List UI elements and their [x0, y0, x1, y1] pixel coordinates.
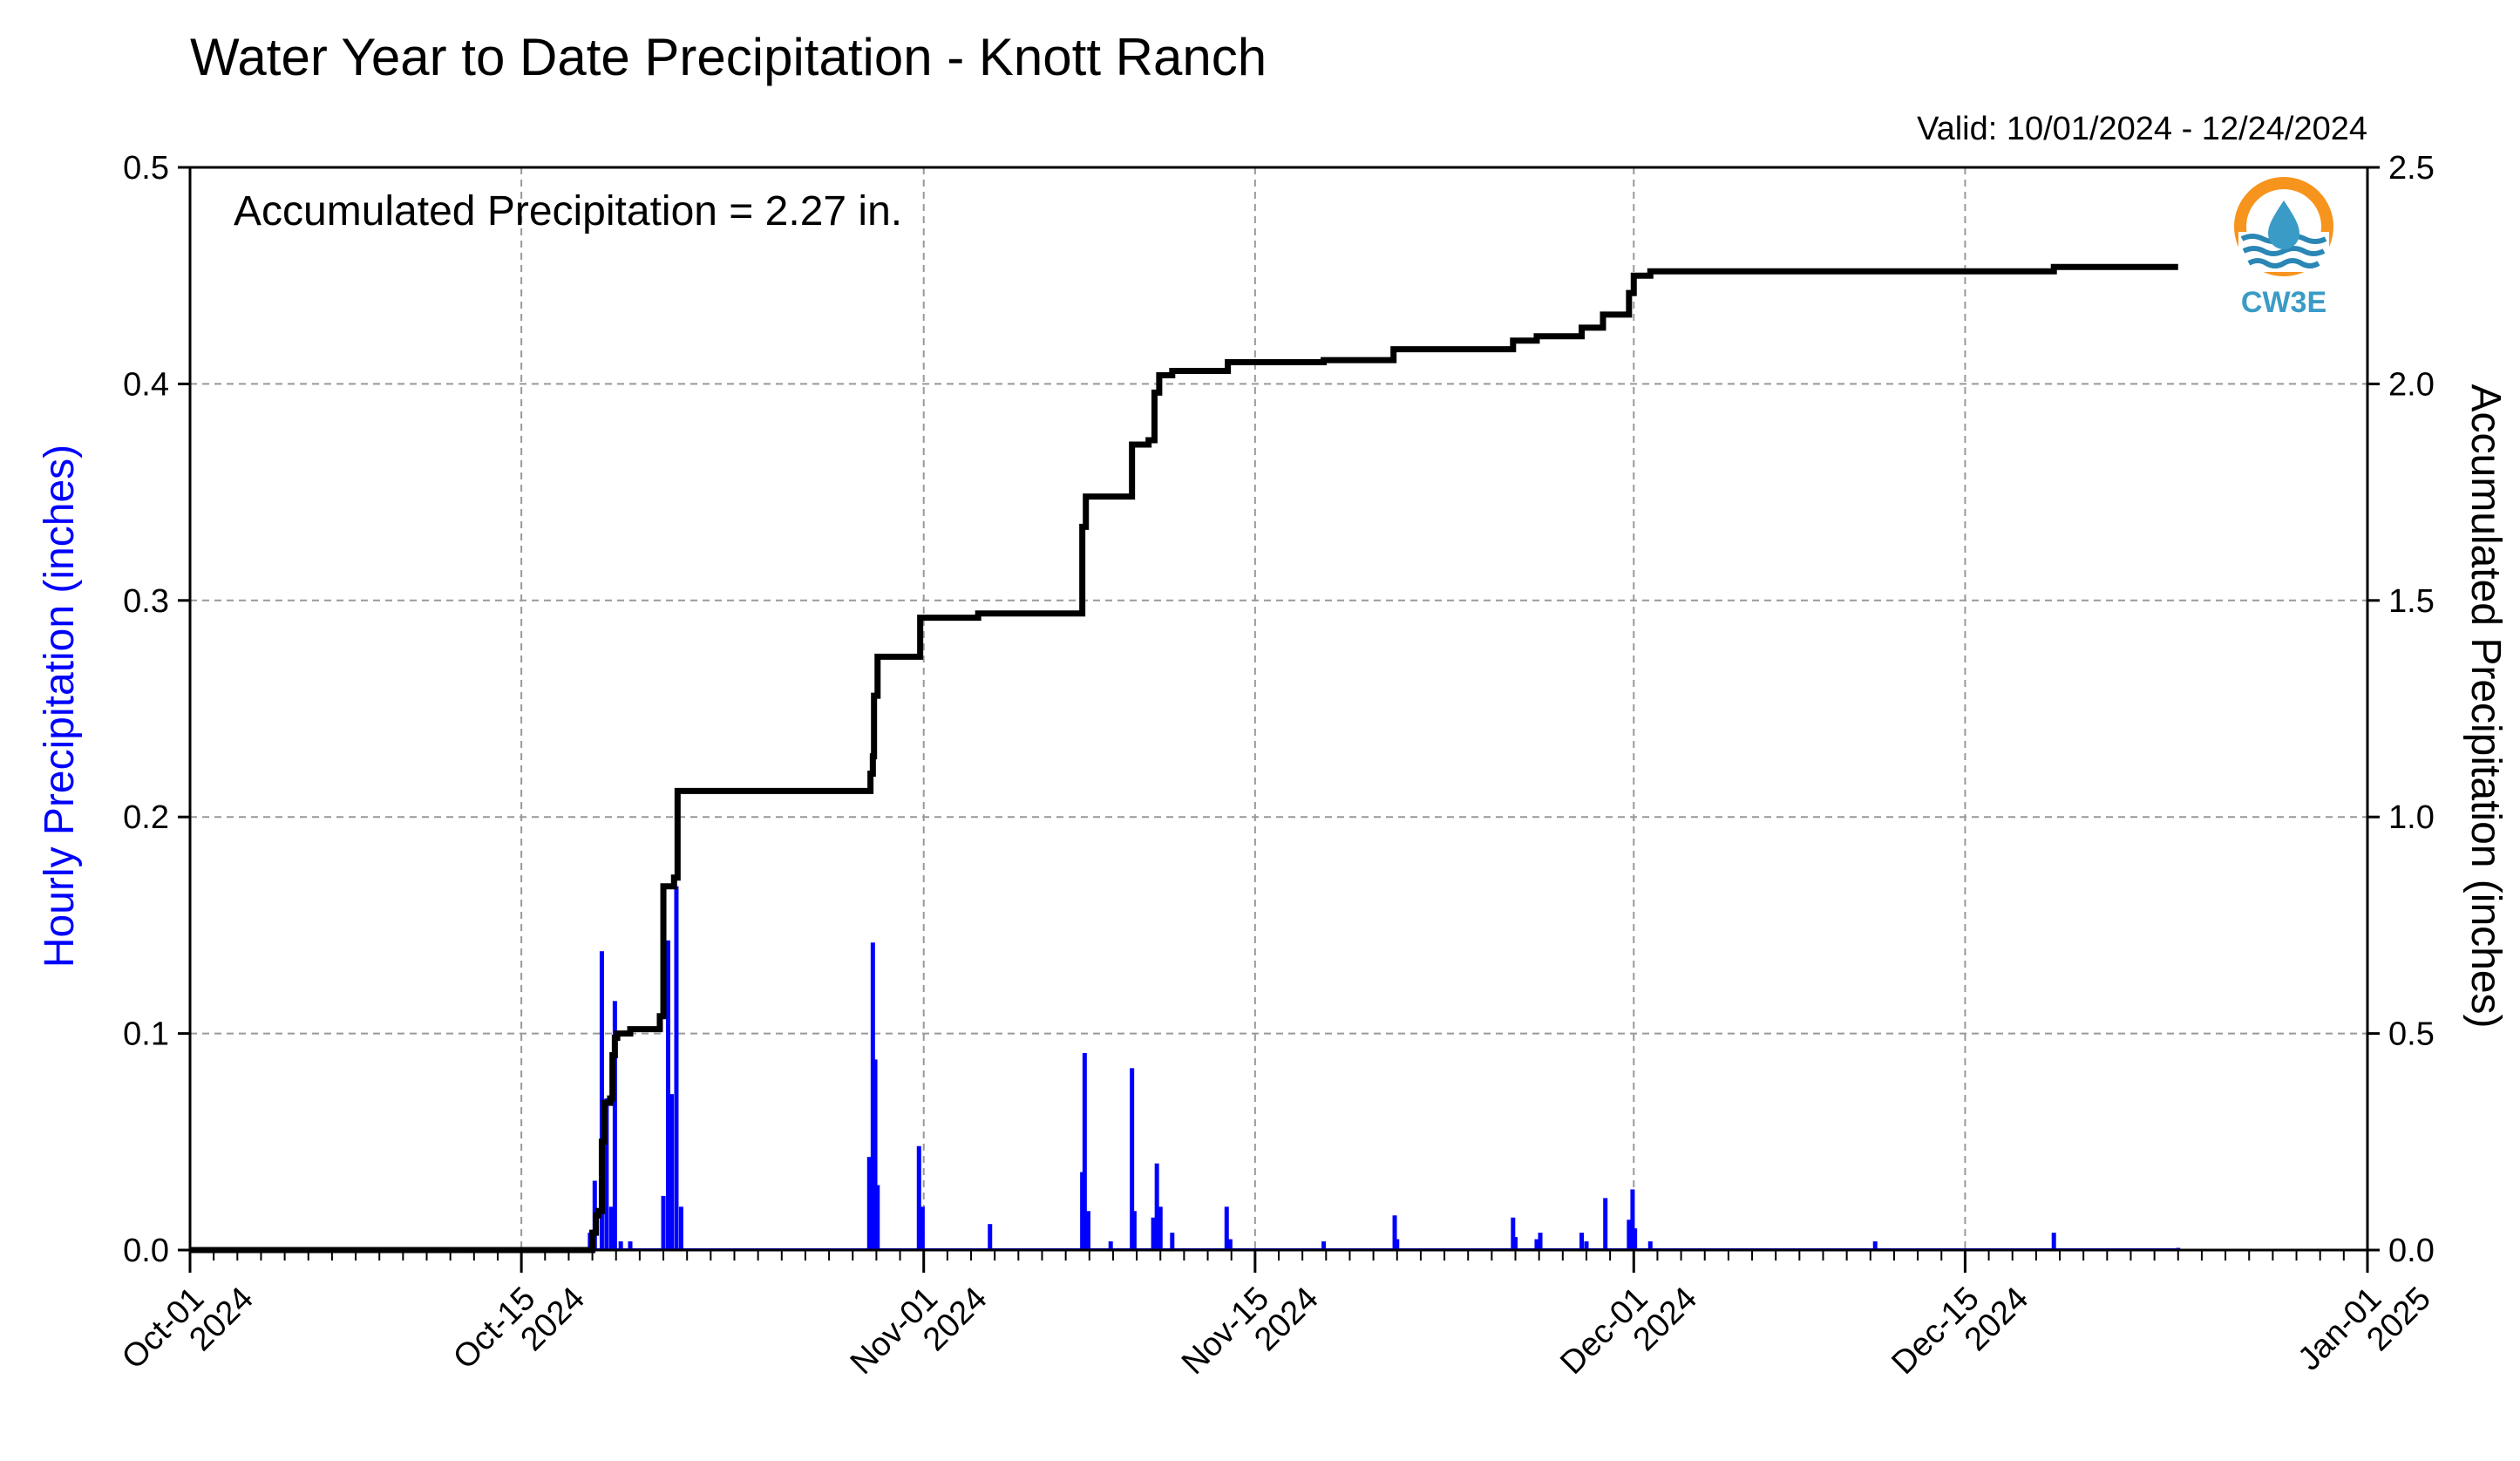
precip-bar — [1151, 1217, 1156, 1250]
precip-bar — [866, 1157, 872, 1250]
grid-lines — [190, 167, 2367, 1250]
precip-bar — [661, 1195, 666, 1250]
left-tick-label: 0.4 — [123, 366, 169, 403]
precip-bar — [665, 940, 670, 1250]
precip-bar — [875, 1185, 880, 1250]
precip-bar — [608, 1206, 614, 1250]
cw3e-logo: CW3E — [2234, 177, 2333, 319]
precip-bar — [1108, 1241, 1113, 1250]
left-tick-label: 0.1 — [123, 1016, 169, 1053]
accumulated-line — [190, 263, 2178, 1254]
precip-bar — [612, 1001, 617, 1250]
precip-bar — [1630, 1189, 1635, 1250]
precip-bar — [1627, 1220, 1632, 1250]
precip-bar — [1603, 1198, 1608, 1250]
right-tick-label: 1.5 — [2388, 583, 2435, 620]
chart-title: Water Year to Date Precipitation - Knott… — [190, 28, 1267, 86]
precip-bar — [1579, 1233, 1585, 1250]
precip-bar — [1224, 1206, 1229, 1250]
precip-bar — [920, 1206, 925, 1250]
accumulated-precip-line — [190, 263, 2178, 1254]
precip-bar — [916, 1145, 921, 1250]
precip-bar — [873, 1059, 878, 1250]
left-tick-label: 0.5 — [123, 150, 169, 187]
x-tick-label: Nov-012024 — [844, 1255, 995, 1406]
right-tick-label: 2.5 — [2388, 150, 2435, 187]
precip-bar — [674, 886, 679, 1250]
precip-bar — [628, 1241, 633, 1250]
right-y-axis-label: Accumulated Precipitation (inches) — [2462, 384, 2509, 1028]
axis-ticks: 0.0 0.1 0.2 0.3 0.4 0.5 0.0 0.5 1.0 1.5 2.0 2.5 Oct-… — [115, 150, 2438, 1406]
precip-bar — [1085, 1211, 1090, 1250]
precip-bar — [1872, 1241, 1878, 1250]
x-tick-label: Jan-012025 — [2291, 1255, 2437, 1402]
precip-bar — [1130, 1068, 1135, 1250]
right-tick-label: 2.0 — [2388, 366, 2435, 403]
left-tick-label: 0.0 — [123, 1233, 169, 1269]
precip-bar — [604, 1098, 609, 1250]
precip-bar — [870, 942, 875, 1250]
x-tick-label: Nov-152024 — [1175, 1255, 1326, 1406]
precip-bar — [1082, 1052, 1087, 1250]
precip-bar — [2051, 1233, 2056, 1250]
precip-bar — [1392, 1215, 1397, 1250]
x-tick-label: Oct-152024 — [446, 1255, 592, 1401]
precip-bar — [1511, 1217, 1516, 1250]
axes — [188, 166, 2369, 1252]
right-tick-label: 0.0 — [2388, 1233, 2435, 1269]
accumulated-annotation: Accumulated Precipitation = 2.27 in. — [234, 188, 902, 234]
precip-bar — [1538, 1233, 1543, 1250]
precip-bar — [678, 1206, 683, 1250]
precip-bar — [1170, 1233, 1175, 1250]
precip-bar — [1158, 1206, 1163, 1250]
logo-drop-icon — [2268, 200, 2299, 249]
logo-text: CW3E — [2241, 286, 2326, 319]
precip-bar — [1227, 1239, 1233, 1250]
precip-bar — [1584, 1241, 1589, 1250]
precip-bar — [1647, 1241, 1653, 1250]
precip-bar — [988, 1224, 993, 1250]
precip-bar — [1534, 1239, 1539, 1250]
left-y-axis-label: Hourly Precipitation (inches) — [37, 445, 83, 968]
precip-bar — [1131, 1211, 1137, 1250]
left-tick-label: 0.2 — [123, 799, 169, 836]
precip-bar — [618, 1241, 623, 1250]
precip-bar — [1321, 1241, 1327, 1250]
hourly-precip-bars — [190, 886, 2181, 1250]
precip-bar — [1154, 1163, 1159, 1250]
left-tick-label: 0.3 — [123, 583, 169, 620]
precip-bar — [669, 1094, 675, 1250]
x-tick-label: Dec-152024 — [1885, 1255, 2035, 1406]
precip-bar — [1513, 1237, 1518, 1250]
right-tick-label: 1.0 — [2388, 799, 2435, 836]
precip-bar — [1080, 1172, 1085, 1250]
precip-bar — [1633, 1228, 1638, 1250]
valid-date-range: Valid: 10/01/2024 - 12/24/2024 — [1917, 111, 2367, 147]
precip-bar — [1395, 1239, 1400, 1250]
right-tick-label: 0.5 — [2388, 1016, 2435, 1053]
x-tick-label: Oct-012024 — [115, 1255, 261, 1401]
x-tick-label: Dec-012024 — [1553, 1255, 1704, 1406]
